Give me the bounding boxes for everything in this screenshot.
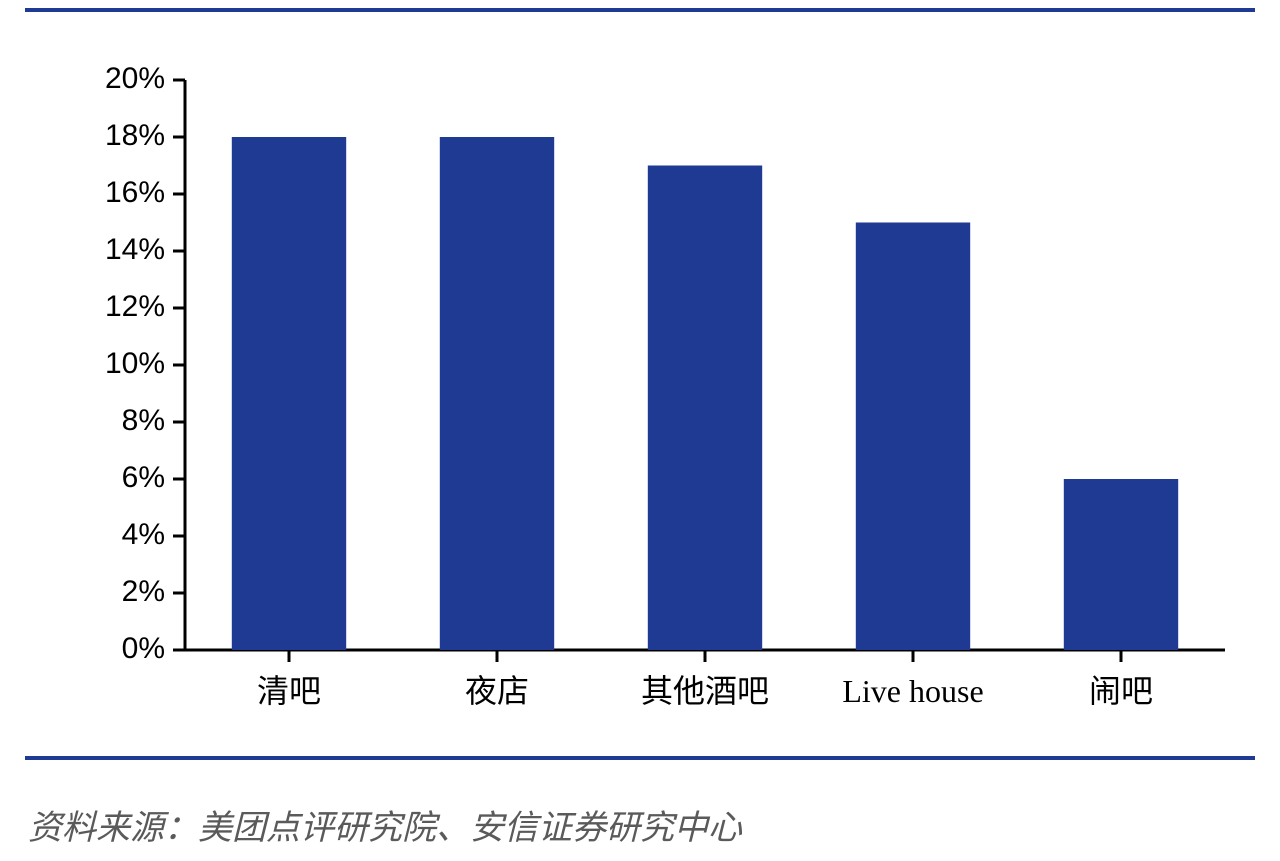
- category-label: 闹吧: [1089, 673, 1153, 709]
- y-tick-label: 2%: [122, 575, 165, 608]
- category-label: 清吧: [257, 673, 321, 709]
- chart-frame: 0% 2% 4% 6% 8% 10% 12% 14% 16% 18% 20% 清吧 夜店 其他酒吧 Live…: [0, 0, 1280, 856]
- bar: [1064, 479, 1178, 650]
- y-tick-label: 14%: [105, 233, 165, 266]
- category-label: 其他酒吧: [641, 673, 769, 709]
- y-tick-label: 20%: [105, 62, 165, 95]
- bar: [440, 137, 554, 650]
- y-tick-label: 4%: [122, 518, 165, 551]
- category-label: 夜店: [465, 673, 529, 709]
- bar: [856, 223, 970, 651]
- bar: [232, 137, 346, 650]
- chart-svg: 0% 2% 4% 6% 8% 10% 12% 14% 16% 18% 20% 清吧 夜店 其他酒吧 Live…: [0, 0, 1280, 856]
- y-tick-label: 0%: [122, 632, 165, 665]
- y-tick-label: 10%: [105, 347, 165, 380]
- y-tick-label: 16%: [105, 176, 165, 209]
- y-tick-label: 6%: [122, 461, 165, 494]
- bar: [648, 166, 762, 651]
- y-tick-label: 18%: [105, 119, 165, 152]
- category-label: Live house: [842, 673, 983, 709]
- y-tick-label: 8%: [122, 404, 165, 437]
- source-attribution: 资料来源：美团点评研究院、安信证券研究中心: [28, 800, 742, 849]
- y-tick-label: 12%: [105, 290, 165, 323]
